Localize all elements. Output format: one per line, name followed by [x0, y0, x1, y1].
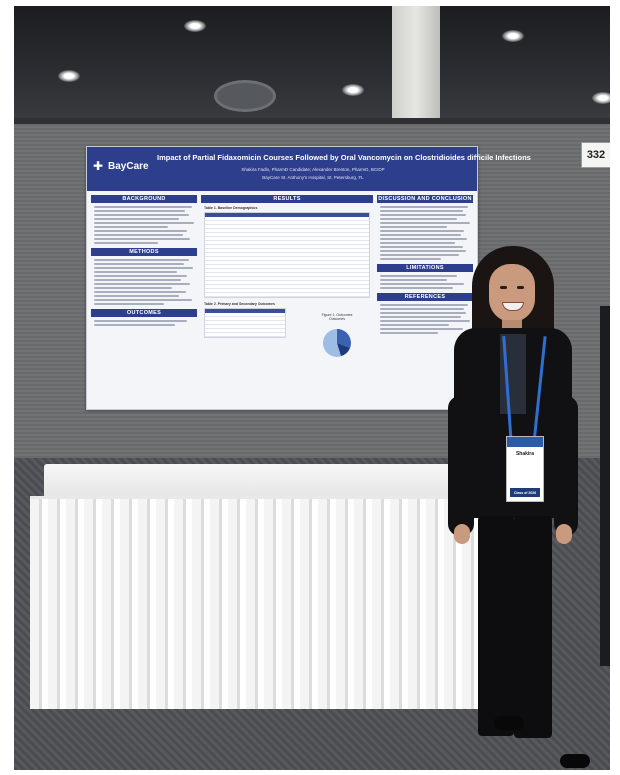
table-skirt	[30, 496, 486, 709]
ceiling-vent	[214, 80, 276, 112]
table2-caption: Table 2. Primary and Secondary Outcomes	[204, 302, 275, 306]
pie-slice	[337, 343, 350, 356]
section-limitations: LIMITATIONS	[377, 264, 473, 272]
section-references: REFERENCES	[377, 293, 473, 301]
section-outcomes: OUTCOMES	[91, 309, 197, 317]
eye	[517, 286, 524, 289]
background-text	[91, 206, 197, 244]
baycare-logo: ✚ BayCare	[93, 157, 149, 175]
smile	[502, 302, 524, 311]
board-stand	[600, 306, 610, 666]
ceiling-light	[342, 84, 364, 96]
section-methods: METHODS	[91, 248, 197, 256]
right-hand	[556, 524, 572, 544]
table-top	[44, 464, 464, 500]
cross-icon: ✚	[93, 159, 104, 173]
ceiling-light	[58, 70, 80, 82]
discussion-text	[377, 206, 473, 260]
ceiling-light	[184, 20, 206, 32]
pie-slice	[337, 329, 351, 348]
pie-chart	[323, 329, 351, 357]
ceiling-light	[502, 30, 524, 42]
section-results: RESULTS	[201, 195, 373, 203]
outcomes-text	[91, 320, 197, 326]
pie-title: Outcomes	[329, 317, 345, 321]
right-leg	[514, 516, 552, 738]
demographics-table	[204, 212, 370, 298]
left-arm	[448, 396, 474, 536]
left-leg	[478, 516, 514, 736]
outcomes-table	[204, 308, 286, 338]
poster-header: ✚ BayCare Impact of Partial Fidaxomicin …	[87, 147, 531, 191]
poster-authors: Shakira Fadlo, PharmD Candidate; Alexand…	[241, 167, 385, 172]
right-arm	[554, 396, 578, 536]
table1-caption: Table 1. Baseline Demographics	[204, 206, 258, 210]
ceiling	[14, 6, 610, 124]
pillar	[392, 6, 440, 124]
ceiling-light	[592, 92, 610, 104]
badge-ribbon: Class of 2026	[510, 488, 540, 497]
figure-caption: Figure 1. Outcomes	[321, 313, 353, 317]
right-shoe	[560, 754, 590, 768]
badge-name: Shakira	[515, 451, 535, 457]
methods-text	[91, 259, 197, 305]
face	[489, 264, 535, 322]
outcomes-figure: Figure 1. Outcomes Outcomes	[295, 313, 379, 377]
poster-affiliation: BayCare St. Anthony's Hospital, St. Pete…	[262, 175, 364, 180]
logo-text: BayCare	[108, 160, 149, 172]
section-background: BACKGROUND	[91, 195, 197, 203]
section-discussion: DISCUSSION AND CONCLUSION	[377, 195, 473, 203]
limitations-text	[377, 275, 473, 289]
poster-column-left: BACKGROUND METHODS OUTCOMES	[91, 195, 197, 330]
eye	[500, 286, 507, 289]
poster-title: Impact of Partial Fidaxomicin Courses Fo…	[157, 153, 531, 162]
presenter: Shakira Class of 2026	[440, 246, 610, 770]
board-number: 332	[581, 142, 610, 168]
photo: 332 ✚ BayCare Impact of Partial Fidaxomi…	[14, 6, 610, 770]
poster-column-middle: RESULTS Table 1. Baseline Demographics T…	[201, 195, 373, 357]
badge-header	[507, 437, 543, 447]
left-hand	[454, 524, 470, 544]
research-poster: ✚ BayCare Impact of Partial Fidaxomicin …	[86, 146, 531, 410]
references-text	[377, 304, 473, 334]
left-shoe	[494, 716, 524, 730]
poster-column-right: DISCUSSION AND CONCLUSION LIMITATIONS RE…	[377, 195, 473, 338]
